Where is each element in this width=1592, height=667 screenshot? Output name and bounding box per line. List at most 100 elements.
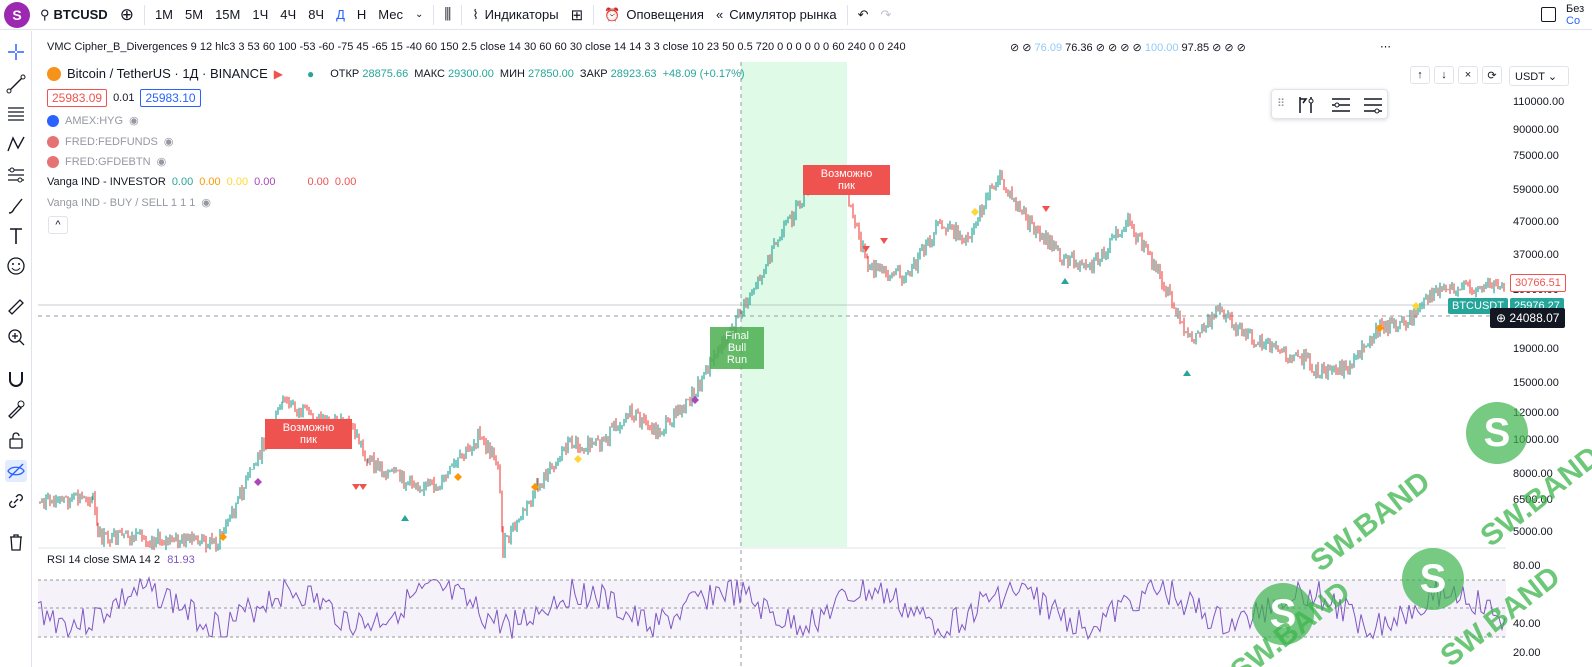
final-bull-run-label[interactable]: Final Bull Run <box>710 327 764 369</box>
flag-icon[interactable]: ▶ <box>273 66 283 81</box>
divider <box>433 4 435 25</box>
price-tick: 12000.00 <box>1513 407 1559 419</box>
user-avatar[interactable]: S <box>4 1 30 28</box>
timeframe-1h[interactable]: 1Ч <box>252 7 269 22</box>
crosshair-price-value: 24088.07 <box>1509 311 1560 325</box>
long-position-icon[interactable] <box>1296 95 1318 115</box>
brush-icon[interactable] <box>5 195 27 217</box>
possible-peak-label-1[interactable]: Возможно пик <box>265 419 352 449</box>
chevron-down-icon[interactable]: ⌄ <box>415 9 424 20</box>
rsi-legend[interactable]: RSI 14 close SMA 14 2 81.93 <box>47 554 195 566</box>
sell-signal-marker <box>862 246 870 252</box>
replay-button[interactable]: « Симулятор рынка <box>710 0 843 30</box>
timeframe-day[interactable]: Д <box>336 7 345 22</box>
vmc-value-4: 97.85 <box>1181 42 1210 54</box>
scroll-down-button[interactable]: ↓ <box>1434 66 1454 84</box>
timeframe-1m[interactable]: 1M <box>154 7 174 22</box>
symbol-label: BTCUSD <box>53 7 108 22</box>
currency-selector[interactable]: USDT ⌄ <box>1509 66 1569 86</box>
eye-hidden-icon[interactable]: ◉ <box>163 136 174 148</box>
spread-value: 0.01 <box>113 92 135 104</box>
search-icon: ⚲ <box>40 6 50 22</box>
alerts-button[interactable]: ⏰ Оповещения <box>598 0 710 30</box>
symbol-search[interactable]: ⚲ BTCUSD <box>34 0 114 30</box>
lock-icon[interactable] <box>5 429 27 451</box>
high-value: 29300.00 <box>448 67 494 80</box>
redo-button[interactable]: ↷ <box>875 0 898 30</box>
layout-button[interactable] <box>1535 0 1562 30</box>
timeframe-15m[interactable]: 15M <box>215 7 241 22</box>
timeframe-week[interactable]: Н <box>356 7 367 22</box>
ruler-icon[interactable] <box>5 296 27 318</box>
eye-hidden-icon[interactable]: ◉ <box>201 197 211 209</box>
investor-marker <box>254 478 262 486</box>
vmc-value-2: 76.36 <box>1065 42 1093 54</box>
undo-button[interactable]: ↶ <box>852 0 875 30</box>
alerts-label: Оповещения <box>626 7 704 22</box>
vmc-value-1: 76.09 <box>1034 42 1063 54</box>
possible-peak-label-2[interactable]: Возможно пик <box>803 165 890 195</box>
templates-button[interactable]: ⊞ <box>565 0 590 30</box>
rsi-label: RSI 14 close SMA 14 2 <box>47 554 161 566</box>
vmc-indicator-line: VMC Cipher_B_Divergences 9 12 hlc3 3 53 … <box>47 41 906 53</box>
trash-icon[interactable] <box>5 531 27 553</box>
lock-drawing-icon[interactable] <box>5 398 27 420</box>
link-icon[interactable] <box>5 490 27 512</box>
hide-drawings-icon[interactable] <box>5 460 27 482</box>
compare-button[interactable]: ⊕ <box>114 0 140 30</box>
close-icon: × <box>1464 69 1472 81</box>
zoom-in-icon[interactable] <box>5 326 27 348</box>
price-chart[interactable] <box>38 62 1506 667</box>
prediction-icon[interactable] <box>5 164 27 186</box>
timeframe-month[interactable]: Мес <box>378 7 404 22</box>
magnet-icon[interactable] <box>5 368 27 390</box>
buy-price-button[interactable]: 25983.10 <box>140 89 201 107</box>
eye-hidden-icon[interactable]: ◉ <box>129 115 139 127</box>
timeframe-4h[interactable]: 4Ч <box>280 7 297 22</box>
close-pane-button[interactable]: × <box>1458 66 1478 84</box>
investor-marker <box>971 208 979 216</box>
price-tick: 90000.00 <box>1513 124 1559 136</box>
legend-title[interactable]: Bitcoin / TetherUS · 1Д · BINANCE <box>67 66 268 81</box>
overlay-hyg-label: AMEX:HYG <box>65 114 124 127</box>
vanga-investor-legend[interactable]: Vanga IND - INVESTOR 0.00 0.00 0.00 0.00… <box>47 176 356 188</box>
layout-status: Со <box>1566 14 1581 27</box>
more-icon[interactable]: ⋯ <box>1380 41 1391 53</box>
save-layout[interactable]: Без Со <box>1562 0 1592 30</box>
reload-button[interactable]: ⟳ <box>1482 66 1502 84</box>
indicators-button[interactable]: ⌇ Индикаторы <box>466 0 564 30</box>
text-icon[interactable] <box>5 225 27 247</box>
emoji-icon[interactable] <box>5 255 27 277</box>
fib-icon[interactable] <box>5 103 27 125</box>
chevron-up-icon: ^ <box>55 219 61 231</box>
price-tick: 15000.00 <box>1513 377 1559 389</box>
undo-icon: ↶ <box>857 6 869 22</box>
range-icon[interactable] <box>1330 95 1352 115</box>
timeframe-8h[interactable]: 8Ч <box>308 7 325 22</box>
watermark-logo-icon: S <box>1252 583 1314 645</box>
sell-price-button[interactable]: 25983.09 <box>47 89 108 107</box>
crosshair-icon[interactable] <box>5 41 27 63</box>
trend-line-icon[interactable] <box>5 73 27 95</box>
layout-name: Без <box>1566 2 1585 15</box>
overlay-fedfunds[interactable]: FRED:FEDFUNDS ◉ <box>47 135 174 148</box>
vanga-buy-sell-legend[interactable]: Vanga IND - BUY / SELL 1 1 1 ◉ <box>47 196 211 210</box>
overlay-hyg[interactable]: AMEX:HYG ◉ <box>47 114 139 127</box>
settings-lines-icon[interactable] <box>1362 95 1384 115</box>
collapse-legend-button[interactable]: ^ <box>48 216 68 234</box>
price-tick: 110000.00 <box>1513 96 1565 108</box>
eye-hidden-icon[interactable]: ◉ <box>156 156 167 168</box>
refresh-icon: ⟳ <box>1487 69 1497 82</box>
plus-circle-icon[interactable]: ⊕ <box>1496 311 1507 325</box>
timeframe-5m[interactable]: 5M <box>185 7 204 22</box>
chart-type-button[interactable]: ⫼ <box>438 0 457 30</box>
vmc-values: ⊘ ⊘ 76.09 76.36 ⊘ ⊘ ⊘ ⊘ 100.00 97.85 ⊘ ⊘… <box>1010 41 1246 54</box>
drag-handle-icon[interactable]: ⠿ <box>1277 98 1286 110</box>
us-flag-icon <box>47 135 59 148</box>
sell-signal-marker <box>880 238 888 244</box>
overlay-gfdebtn[interactable]: FRED:GFDEBTN ◉ <box>47 155 166 168</box>
pattern-icon[interactable] <box>5 133 27 155</box>
price-axis[interactable]: USDT ⌄ 110000.00 90000.00 75000.00 59000.00… <box>1448 62 1592 667</box>
scroll-up-button[interactable]: ↑ <box>1410 66 1430 84</box>
sell-signal-marker <box>359 484 367 490</box>
